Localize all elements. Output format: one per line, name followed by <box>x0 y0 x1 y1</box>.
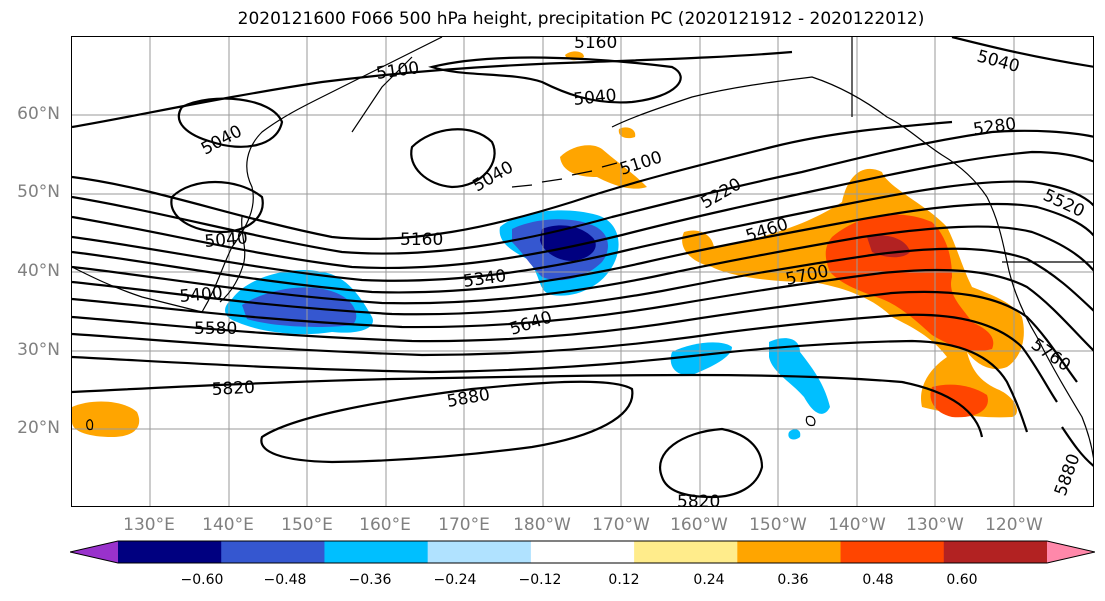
colorbar-segments <box>70 540 1095 564</box>
colorbar-tick-label: −0.60 <box>180 572 224 588</box>
colorbar-segment <box>737 541 842 563</box>
island-taiwan <box>86 419 94 431</box>
contour-5040-bering <box>410 128 496 189</box>
contour-label: 5280 <box>972 114 1018 140</box>
colorbar-tick-label: 0.24 <box>693 572 725 588</box>
colorbar <box>70 540 1095 564</box>
lon-label-150w: 150°W <box>749 515 807 535</box>
contour-5040-kuril <box>170 181 264 234</box>
graticule <box>72 37 1093 506</box>
lon-label-170w: 170°W <box>592 515 650 535</box>
contour-5700 <box>72 313 1058 403</box>
precip-region-east-pacific <box>682 168 1024 418</box>
colorbar-segment <box>221 541 325 563</box>
colorbar-extend-min <box>70 541 118 563</box>
colorbar-extend-max <box>1047 541 1095 563</box>
colorbar-tick-label: 0.12 <box>608 572 640 588</box>
contour-label: 5340 <box>462 266 508 292</box>
lon-label-160w: 160°W <box>670 515 728 535</box>
contour-5820-south <box>659 427 764 499</box>
contour-label: 5040 <box>572 86 617 110</box>
contour-5760 <box>72 339 1029 433</box>
contour-label: 5640 <box>507 307 554 339</box>
aleutian-chain <box>511 162 618 188</box>
contour-label: 5820 <box>677 492 720 507</box>
lon-label-170e: 170°E <box>438 515 490 535</box>
precip-small-bering <box>618 127 636 139</box>
contour-5220 <box>72 129 1093 255</box>
lon-label-130e: 130°E <box>123 515 175 535</box>
map-canvas: 5160 5040 5100 5040 5040 5100 5040 5040 … <box>72 37 1093 507</box>
contour-5100 <box>72 50 793 129</box>
colorbar-segment <box>118 541 222 563</box>
lat-label-30n: 30°N <box>17 340 60 360</box>
contour-label: 5820 <box>211 378 255 400</box>
coastline-japan <box>219 216 246 303</box>
colorbar-tick-label: −0.12 <box>518 572 562 588</box>
contour-5880-east <box>1061 426 1093 467</box>
precip-small-cell <box>788 429 801 440</box>
precip-core-dateline <box>540 225 596 261</box>
lon-label-160e: 160°E <box>359 515 411 535</box>
contour-5580 <box>72 268 1093 352</box>
contour-5340 <box>72 180 1093 282</box>
contour-label: 5880 <box>1051 451 1085 498</box>
contour-5040-arctic <box>428 56 682 104</box>
lon-label-140w: 140°W <box>828 515 886 535</box>
contour-5880-main <box>260 380 634 464</box>
lon-label-130w: 130°W <box>906 515 964 535</box>
coastline-north-america-west <box>986 196 1093 459</box>
contour-label: 5880 <box>445 385 491 412</box>
precip-region-hawaii-west <box>670 342 732 376</box>
colorbar-outline <box>70 540 1095 564</box>
colorbar-tick-label: −0.24 <box>433 572 477 588</box>
lon-label-180w: 180°W <box>513 515 571 535</box>
colorbar-tick-label: −0.36 <box>348 572 392 588</box>
contour-5460 <box>72 225 1093 305</box>
lat-label-40n: 40°N <box>17 261 60 281</box>
colorbar-segment <box>427 541 532 563</box>
contour-5160 <box>72 120 953 240</box>
lon-label-150e: 150°E <box>281 515 333 535</box>
coastlines <box>72 37 1093 459</box>
island-hawaii <box>805 415 816 427</box>
contour-5280 <box>72 150 1093 270</box>
colorbar-segment <box>530 541 635 563</box>
colorbar-segment <box>634 541 738 563</box>
lat-label-20n: 20°N <box>17 418 60 438</box>
precip-region-subtropical-jet <box>930 384 988 418</box>
contour-5040-siberia <box>177 97 284 148</box>
colorbar-segment <box>840 541 945 563</box>
contour-5520 <box>72 247 1093 316</box>
contour-label: 5400 <box>179 283 224 307</box>
height-contours <box>72 37 1093 499</box>
contour-label: 5100 <box>375 58 421 84</box>
colorbar-segment <box>324 541 429 563</box>
contour-label: 5040 <box>198 121 246 159</box>
contour-label: 5160 <box>574 37 617 53</box>
lon-label-120w: 120°W <box>985 515 1043 535</box>
lat-label-50n: 50°N <box>17 182 60 202</box>
contour-label: 5580 <box>194 319 237 339</box>
contour-5040-northeast <box>951 37 1093 68</box>
map-title: 2020121600 F066 500 hPa height, precipit… <box>237 9 925 29</box>
lat-label-60n: 60°N <box>17 104 60 124</box>
colorbar-tick-label: −0.48 <box>263 572 307 588</box>
map-panel: 5160 5040 5100 5040 5040 5100 5040 5040 … <box>71 36 1094 507</box>
contour-5820 <box>72 373 984 438</box>
contour-5640 <box>72 290 1078 383</box>
precip-region-philippine-sea <box>72 401 140 437</box>
colorbar-tick-label: 0.48 <box>862 572 894 588</box>
contour-label: 5100 <box>617 147 664 179</box>
colorbar-tick-label: 0.60 <box>946 572 978 588</box>
contour-5400 <box>72 202 1093 294</box>
colorbar-segment <box>943 541 1048 563</box>
coastline-asia <box>72 37 443 313</box>
contour-label: 5040 <box>204 228 249 252</box>
coastline-alaska <box>611 76 988 198</box>
colorbar-tick-label: 0.36 <box>777 572 809 588</box>
coastline-kamchatka <box>351 56 413 133</box>
lon-label-140e: 140°E <box>202 515 254 535</box>
contour-label: 5160 <box>400 230 443 250</box>
